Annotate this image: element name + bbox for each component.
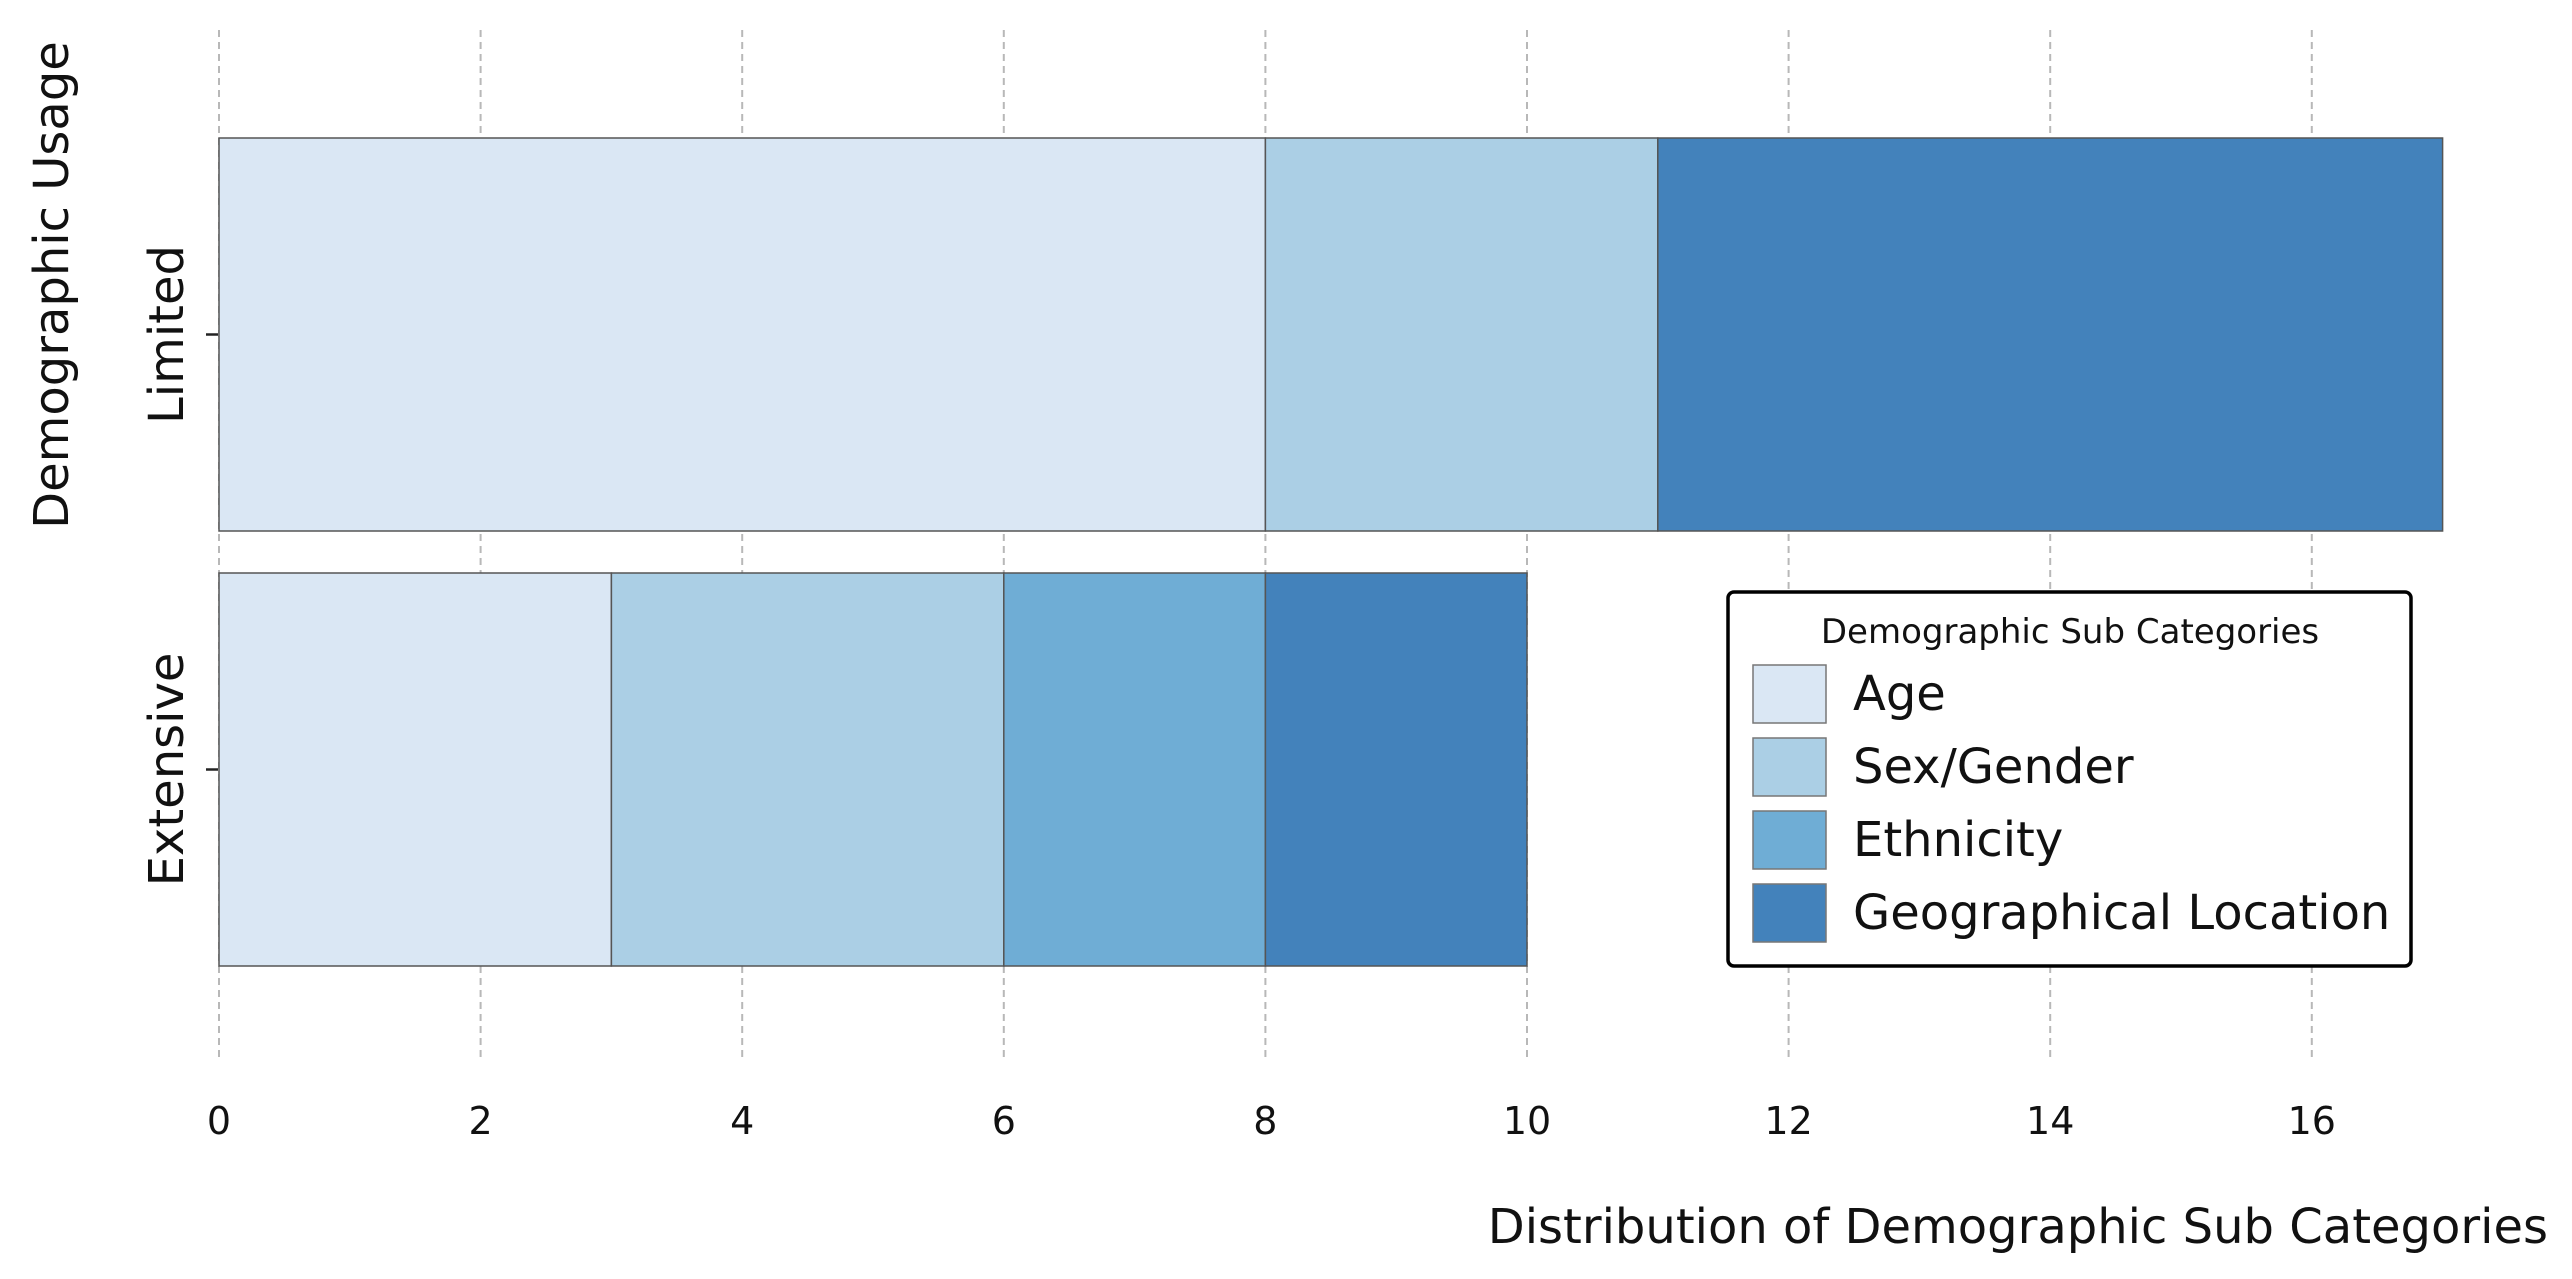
legend-frame bbox=[1726, 590, 2413, 968]
legend-swatch bbox=[1752, 664, 1827, 724]
y-category-label: Limited bbox=[139, 245, 195, 424]
x-tick-label: 14 bbox=[2026, 1099, 2074, 1143]
legend-label: Ethnicity bbox=[1853, 812, 2063, 868]
bar-segment bbox=[1264, 572, 1528, 967]
legend-label: Geographical Location bbox=[1853, 885, 2390, 941]
x-tick-label: 12 bbox=[1764, 1099, 1812, 1143]
bar-segment bbox=[218, 137, 1267, 532]
x-tick-label: 4 bbox=[730, 1099, 754, 1143]
legend-swatch bbox=[1752, 810, 1827, 870]
bars bbox=[218, 137, 2444, 967]
x-tick-label: 8 bbox=[1253, 1099, 1277, 1143]
y-category-label: Extensive bbox=[139, 653, 195, 887]
x-tick-label: 6 bbox=[992, 1099, 1016, 1143]
legend: Demographic Sub Categories Age Sex/Gender… bbox=[1726, 590, 2413, 968]
bar-segment bbox=[1657, 137, 2444, 532]
x-axis-title: Distribution of Demographic Sub Categori… bbox=[1488, 1199, 2548, 1255]
legend-swatch bbox=[1752, 737, 1827, 797]
x-tick-label: 10 bbox=[1503, 1099, 1551, 1143]
bar-segment bbox=[1264, 137, 1659, 532]
bar-segment bbox=[218, 572, 613, 967]
bar-segment bbox=[1003, 572, 1267, 967]
legend-label: Age bbox=[1853, 666, 1946, 722]
x-tick-label: 2 bbox=[469, 1099, 493, 1143]
y-axis: Limited Extensive bbox=[139, 245, 218, 886]
bar-segment bbox=[610, 572, 1005, 967]
x-tick-label: 0 bbox=[207, 1099, 231, 1143]
x-axis: 0 2 4 6 8 10 12 14 16 bbox=[207, 1099, 2336, 1143]
legend-label: Sex/Gender bbox=[1853, 739, 2134, 795]
legend-items: Age Sex/Gender Ethnicity Geographical Locat… bbox=[1752, 664, 2390, 943]
x-tick-label: 16 bbox=[2288, 1099, 2336, 1143]
legend-title: Demographic Sub Categories bbox=[1821, 612, 2319, 652]
legend-swatch bbox=[1752, 883, 1827, 943]
y-axis-title: Demographic Usage bbox=[24, 41, 80, 529]
